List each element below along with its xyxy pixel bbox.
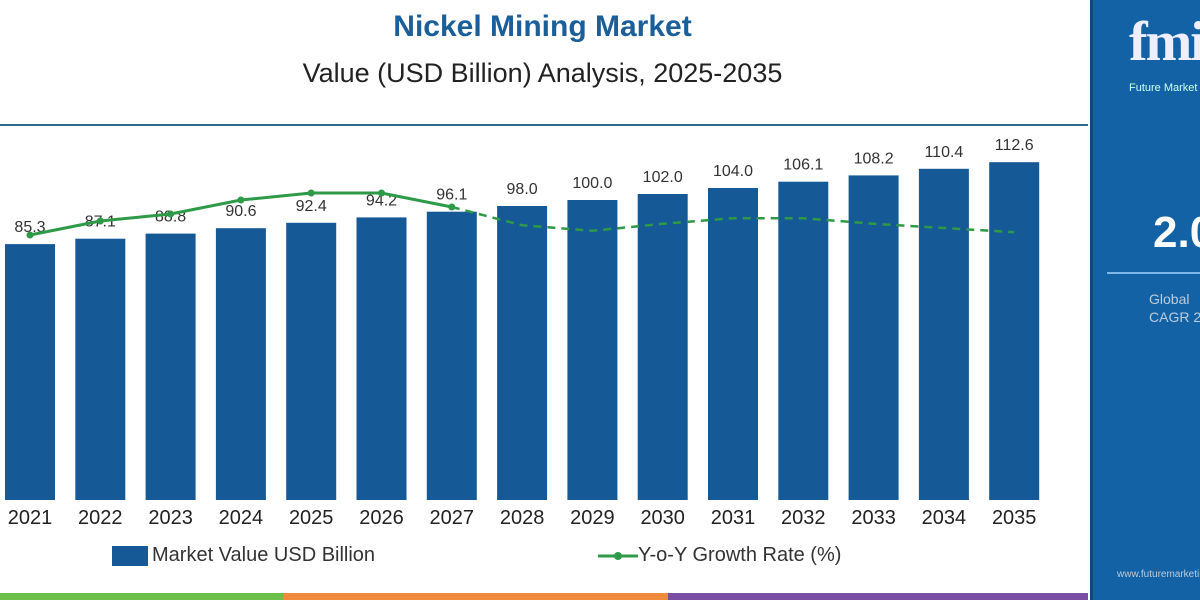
- growth-point-2026: [378, 189, 385, 197]
- growth-line-dashed: [451, 205, 1015, 234]
- legend-swatch-line: [598, 551, 638, 560]
- data-label-2024: 90.6: [225, 203, 256, 220]
- footer-stripe-orange: [283, 593, 668, 600]
- bar-2035: [989, 162, 1040, 500]
- x-tick-2022: 2022: [78, 507, 123, 529]
- data-label-2035: 112.6: [995, 137, 1034, 154]
- growth-point-2025: [307, 189, 315, 197]
- chart-area: 85.3202187.1202288.8202390.6202492.42025…: [5, 137, 1040, 529]
- bar-2023: [145, 233, 196, 500]
- chart-subtitle: Value (USD Billion) Analysis, 2025-2035: [302, 58, 783, 88]
- x-tick-2032: 2032: [781, 507, 826, 529]
- x-tick-2029: 2029: [570, 507, 615, 529]
- data-label-2032: 106.1: [783, 157, 823, 174]
- footer-stripe-purple: [668, 593, 1088, 600]
- growth-point-2022: [96, 217, 104, 225]
- chart-title: Nickel Mining Market: [393, 10, 692, 43]
- x-tick-2030: 2030: [640, 507, 685, 529]
- x-tick-2027: 2027: [430, 507, 475, 529]
- legend-item-bar: Market Value USD Billion: [112, 544, 375, 567]
- x-tick-2031: 2031: [711, 507, 756, 529]
- data-label-2026: 94.2: [366, 192, 397, 209]
- growth-point-2024: [237, 196, 245, 204]
- x-tick-2024: 2024: [219, 507, 264, 529]
- caption-line-1: Global: [1149, 291, 1190, 307]
- website-link[interactable]: www.futuremarketinsights.com: [1117, 569, 1200, 580]
- x-tick-2033: 2033: [851, 507, 896, 529]
- divider: [0, 124, 1088, 126]
- bar-2027: [426, 211, 477, 500]
- logo-subtitle: Future Market Insights: [1129, 82, 1200, 94]
- bar-2024: [215, 228, 266, 500]
- summary-panel: fmi Future Market Insights 2.0 Global CAG…: [1090, 0, 1200, 600]
- data-label-2021: 85.3: [14, 219, 45, 236]
- x-tick-2026: 2026: [359, 507, 404, 529]
- x-tick-2023: 2023: [148, 507, 193, 529]
- bar-2029: [567, 200, 618, 500]
- caption-line-2: CAGR 2: [1149, 309, 1200, 325]
- bar-2031: [708, 188, 758, 500]
- growth-point-2027: [448, 203, 456, 211]
- cagr-caption: Global CAGR 2: [1149, 290, 1200, 326]
- x-tick-2025: 2025: [289, 507, 334, 529]
- cagr-value: 2.0: [1153, 208, 1200, 257]
- growth-point-2021: [26, 231, 34, 239]
- panel-divider: [1107, 272, 1200, 274]
- legend-label-line: Y-o-Y Growth Rate (%): [638, 544, 842, 566]
- legend-swatch-bar: [112, 545, 148, 566]
- bar-2022: [75, 238, 126, 500]
- growth-point-2023: [167, 210, 175, 218]
- data-label-2025: 92.4: [296, 198, 327, 215]
- footer-stripe-green: [0, 593, 283, 600]
- data-label-2028: 98.0: [507, 181, 538, 198]
- legend-item-line: Y-o-Y Growth Rate (%): [598, 544, 841, 567]
- bar-2032: [778, 181, 829, 500]
- data-label-2033: 108.2: [854, 150, 894, 167]
- x-tick-2028: 2028: [500, 507, 545, 529]
- data-label-2029: 100.0: [572, 175, 612, 192]
- x-tick-2034: 2034: [922, 507, 967, 529]
- data-label-2034: 110.4: [924, 144, 963, 161]
- bar-2028: [497, 206, 548, 500]
- x-tick-2035: 2035: [992, 507, 1037, 529]
- bar-2034: [918, 168, 969, 501]
- data-label-2030: 102.0: [643, 169, 683, 186]
- data-label-2027: 96.1: [436, 187, 467, 204]
- data-label-2031: 104.0: [713, 163, 753, 180]
- x-tick-2021: 2021: [8, 507, 53, 529]
- bar-2026: [356, 217, 407, 500]
- bar-2025: [286, 222, 337, 501]
- bar-2021: [5, 244, 55, 500]
- legend-label-bar: Market Value USD Billion: [152, 544, 376, 566]
- brand-logo: fmi: [1129, 11, 1200, 73]
- bar-2033: [848, 175, 899, 500]
- bar-2030: [637, 194, 688, 500]
